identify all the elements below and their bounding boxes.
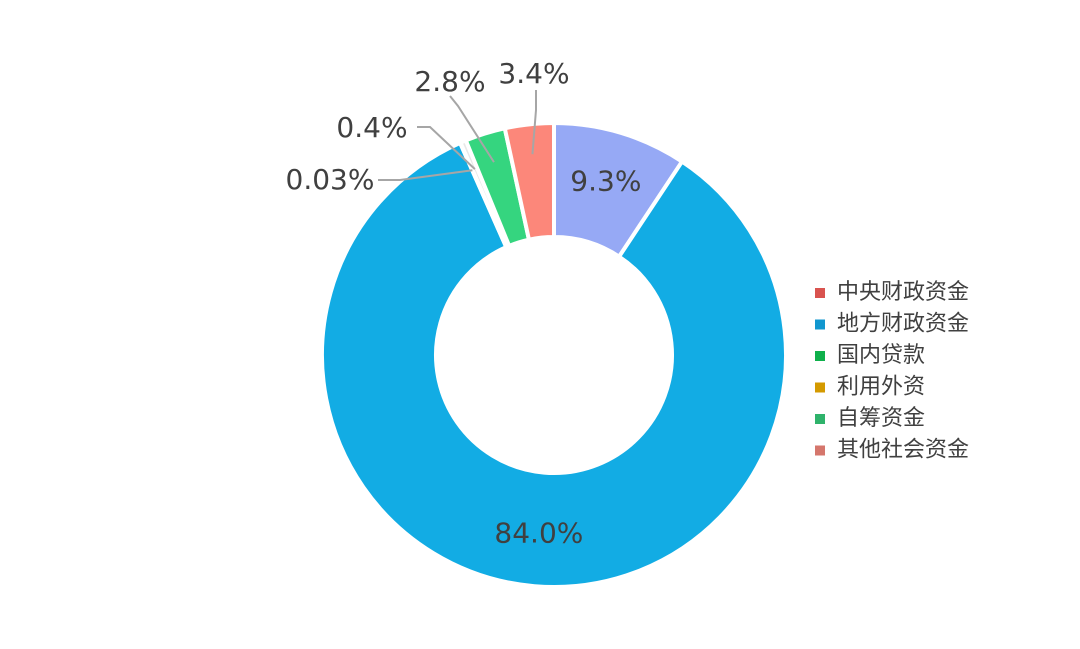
donut-slices: [320, 121, 788, 589]
legend-swatch-1: [815, 288, 825, 298]
leader-lines: [378, 90, 537, 181]
leader-line-5: [449, 95, 495, 163]
data-labels: 9.3% 84.0% 0.03% 0.4%2.8% 3.4%: [286, 57, 642, 549]
data-label-1: 9.3%: [570, 165, 641, 198]
legend-swatch-4: [815, 382, 825, 393]
data-label-6: 3.4%: [498, 57, 569, 90]
data-label-2: 84.0%: [494, 516, 583, 549]
leader-line-4: [417, 126, 476, 170]
leader-line-6: [531, 90, 537, 155]
data-label-4: 0.4%: [336, 111, 407, 144]
data-label-5: 2.8%: [414, 65, 485, 98]
legend-label-4: 利用外资: [837, 375, 925, 400]
legend-swatch-5: [815, 414, 825, 424]
data-label-3: 0.03%: [286, 163, 375, 196]
legend-swatch-6: [815, 445, 825, 456]
legend-label-3: 国内贷款: [837, 343, 925, 368]
legend-label-6: 其他社会资金: [837, 438, 969, 463]
slice-6: [502, 121, 556, 242]
legend-swatch-3: [815, 351, 825, 361]
slice-2: [320, 140, 788, 589]
legend-swatch-2: [815, 319, 825, 330]
legend-label-2: 地方财政资金: [837, 312, 969, 337]
leader-line-3: [378, 169, 473, 181]
legend-label-5: 自筹资金: [837, 406, 925, 431]
legend-label-1: 中央财政资金: [837, 280, 969, 305]
